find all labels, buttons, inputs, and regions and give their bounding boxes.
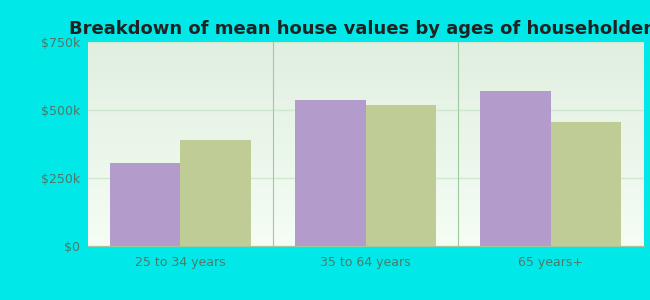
Bar bbox=[181, 140, 251, 246]
Bar bbox=[295, 100, 365, 246]
Bar bbox=[480, 91, 551, 246]
Bar bbox=[365, 105, 436, 246]
Legend: Point Pleasant, New Jersey: Point Pleasant, New Jersey bbox=[247, 297, 484, 300]
Bar bbox=[110, 163, 181, 246]
Bar bbox=[551, 122, 621, 246]
Title: Breakdown of mean house values by ages of householders: Breakdown of mean house values by ages o… bbox=[69, 20, 650, 38]
